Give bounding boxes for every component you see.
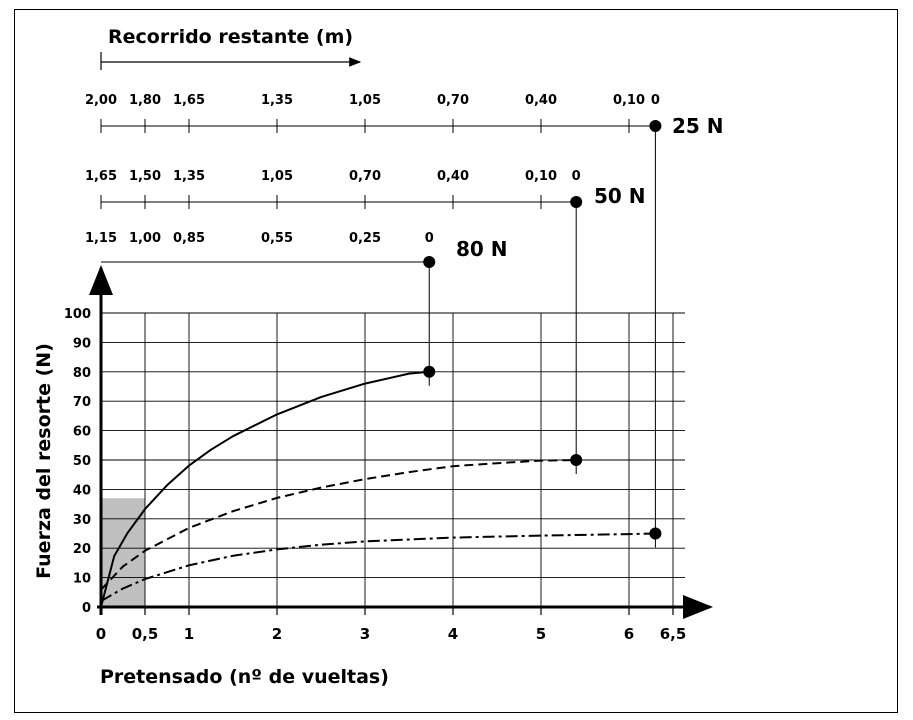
- travel-scale-label: 0,25: [349, 231, 381, 246]
- y-tick-label: 40: [73, 483, 91, 498]
- series-end-label: 50 N: [594, 184, 646, 208]
- x-tick-label: 2: [272, 625, 282, 643]
- scale-endpoint: [649, 120, 662, 132]
- travel-scale-label: 1,15: [85, 231, 117, 246]
- travel-scale-label: 0,10: [613, 93, 645, 108]
- travel-scale-label: 2,00: [85, 93, 117, 108]
- travel-scale-label: 0,85: [173, 231, 205, 246]
- x-axis-title: Pretensado (nº de vueltas): [100, 666, 389, 688]
- y-axis-title: Fuerza del resorte (N): [33, 343, 55, 579]
- chart-frame: [14, 9, 898, 713]
- series-line: [100, 370, 430, 608]
- travel-scale-label: 0,40: [525, 93, 557, 108]
- x-tick-label: 5: [536, 625, 546, 643]
- travel-scale-label: 0,40: [437, 169, 469, 184]
- series-end-label: 80 N: [456, 237, 508, 261]
- series-endpoint: [423, 365, 436, 378]
- x-tick-label: 6: [624, 625, 634, 643]
- y-tick-label: 60: [73, 425, 91, 440]
- series-endpoint: [570, 454, 583, 466]
- travel-scale-label: 0: [425, 231, 434, 246]
- y-tick-label: 30: [73, 513, 91, 528]
- x-tick-label: 1: [184, 625, 194, 643]
- travel-scale-label: 0,70: [437, 93, 469, 108]
- chart-title: Recorrido restante (m): [108, 26, 353, 48]
- x-tick-label: 0,5: [132, 625, 159, 643]
- x-tick-label: 3: [360, 625, 370, 643]
- y-tick-label: 0: [82, 601, 91, 616]
- travel-scale-label: 1,05: [261, 169, 293, 184]
- travel-scale-label: 1,65: [85, 169, 117, 184]
- travel-scale-label: 1,00: [129, 231, 161, 246]
- travel-scale-label: 1,35: [173, 169, 205, 184]
- travel-scale-label: 0,55: [261, 231, 293, 246]
- y-tick-label: 10: [73, 572, 91, 587]
- y-tick-label: 50: [73, 454, 91, 469]
- x-tick-label: 6,5: [660, 625, 687, 643]
- travel-scale-label: 1,35: [261, 93, 293, 108]
- shaded-region: [101, 498, 145, 607]
- travel-scale-label: 0,70: [349, 169, 381, 184]
- scale-endpoint: [570, 196, 583, 208]
- series-endpoint: [649, 527, 662, 540]
- travel-scale-label: 1,80: [129, 93, 161, 108]
- y-tick-label: 90: [73, 336, 91, 351]
- travel-scale-label: 1,05: [349, 93, 381, 108]
- x-tick-label: 0: [96, 625, 106, 643]
- y-tick-label: 20: [73, 542, 91, 557]
- travel-scale-label: 1,50: [129, 169, 161, 184]
- series-end-label: 25 N: [672, 114, 724, 138]
- travel-scale-label: 0,10: [525, 169, 557, 184]
- travel-scale-label: 1,65: [173, 93, 205, 108]
- y-tick-label: 80: [73, 366, 91, 381]
- travel-scale-label: 0: [572, 169, 581, 184]
- travel-scale-label: 0: [651, 93, 660, 108]
- x-tick-label: 4: [448, 625, 458, 643]
- scale-endpoint: [423, 256, 436, 268]
- y-tick-label: 100: [64, 307, 91, 322]
- series-line: [100, 459, 577, 591]
- y-tick-label: 70: [73, 395, 91, 410]
- series-line: [100, 532, 656, 602]
